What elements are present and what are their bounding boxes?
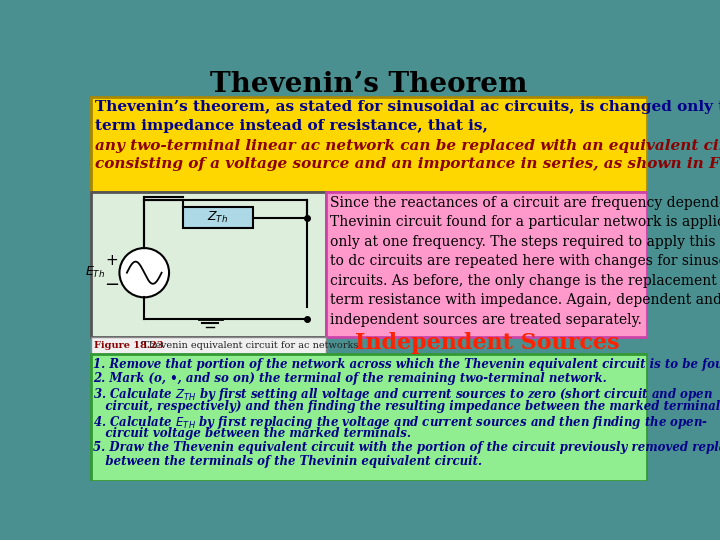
- Text: Thevenin equivalent circuit for ac networks.: Thevenin equivalent circuit for ac netwo…: [137, 341, 362, 349]
- Text: $Z_{Th}$: $Z_{Th}$: [207, 210, 228, 225]
- FancyBboxPatch shape: [91, 354, 647, 481]
- Text: Thevenin’s theorem, as stated for sinusoidal ac circuits, is changed only to inc: Thevenin’s theorem, as stated for sinuso…: [94, 100, 720, 133]
- FancyBboxPatch shape: [183, 207, 253, 228]
- FancyBboxPatch shape: [326, 192, 647, 336]
- Text: $E_{Th}$: $E_{Th}$: [85, 265, 106, 280]
- Text: 4. Calculate $E_{TH}$ by first replacing the voltage and current sources and the: 4. Calculate $E_{TH}$ by first replacing…: [93, 414, 708, 430]
- Text: any two-terminal linear ac network can be replaced with an equivalent circuit
co: any two-terminal linear ac network can b…: [94, 139, 720, 171]
- FancyBboxPatch shape: [91, 97, 647, 192]
- Text: 1. Remove that portion of the network across which the Thevenin equivalent circu: 1. Remove that portion of the network ac…: [93, 358, 720, 371]
- Circle shape: [120, 248, 169, 298]
- Text: 5. Draw the Thevenin equivalent circuit with the portion of the circuit previous: 5. Draw the Thevenin equivalent circuit …: [93, 441, 720, 454]
- Text: between the terminals of the Thevinin equivalent circuit.: between the terminals of the Thevinin eq…: [93, 455, 482, 468]
- FancyBboxPatch shape: [91, 192, 326, 336]
- FancyBboxPatch shape: [91, 336, 326, 354]
- Text: circuit voltage between the marked terminals.: circuit voltage between the marked termi…: [93, 428, 411, 441]
- Text: −: −: [104, 276, 120, 294]
- Text: Independent Sources: Independent Sources: [354, 332, 619, 354]
- Text: Figure 18.23: Figure 18.23: [94, 341, 163, 349]
- Text: +: +: [105, 253, 118, 268]
- Text: 2. Mark (o, •, and so on) the terminal of the remaining two-terminal network.: 2. Mark (o, •, and so on) the terminal o…: [93, 372, 607, 385]
- Text: Thevenin’s Theorem: Thevenin’s Theorem: [210, 71, 528, 98]
- Text: circuit, respectively) and then finding the resulting impedance between the mark: circuit, respectively) and then finding …: [93, 400, 720, 413]
- Text: 3. Calculate $Z_{TH}$ by first setting all voltage and current sources to zero (: 3. Calculate $Z_{TH}$ by first setting a…: [93, 386, 713, 403]
- Text: Since the reactances of a circuit are frequency dependent, the
Thevinin circuit : Since the reactances of a circuit are fr…: [330, 195, 720, 327]
